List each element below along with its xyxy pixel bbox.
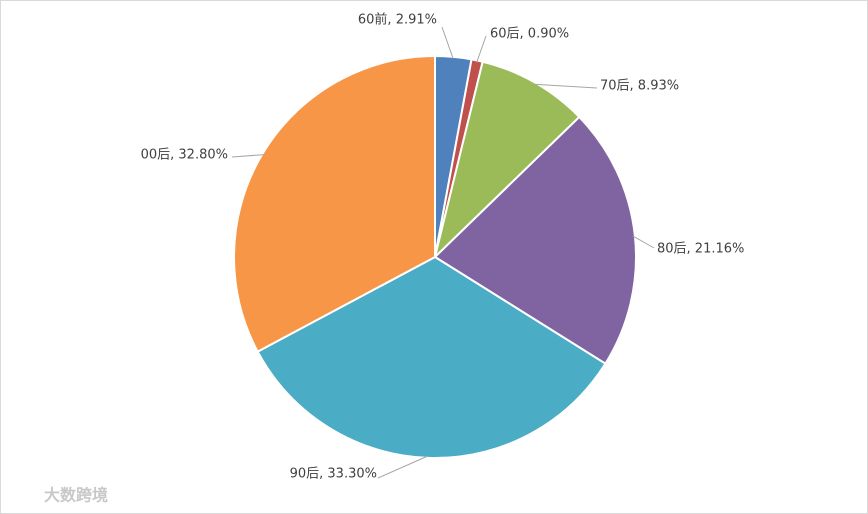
leader-line bbox=[632, 235, 655, 249]
data-label: 60前, 2.91% bbox=[358, 12, 437, 28]
leader-line bbox=[476, 35, 487, 63]
watermark: 大数跨境 bbox=[44, 486, 108, 505]
pie-slice bbox=[256, 255, 607, 459]
pie-slice bbox=[433, 115, 637, 366]
pie-slice bbox=[433, 60, 581, 261]
data-label: 00后, 32.80% bbox=[141, 148, 228, 163]
data-label: 90后, 33.30% bbox=[290, 467, 377, 482]
leader-line bbox=[441, 26, 454, 59]
leader-line bbox=[231, 154, 265, 158]
data-label: 80后, 21.16% bbox=[657, 242, 744, 257]
leader-line bbox=[377, 455, 429, 479]
leader-line bbox=[533, 83, 598, 89]
data-label: 70后, 8.93% bbox=[600, 79, 679, 94]
pie-slice bbox=[233, 54, 436, 353]
data-label: 60后, 0.90% bbox=[490, 27, 569, 42]
